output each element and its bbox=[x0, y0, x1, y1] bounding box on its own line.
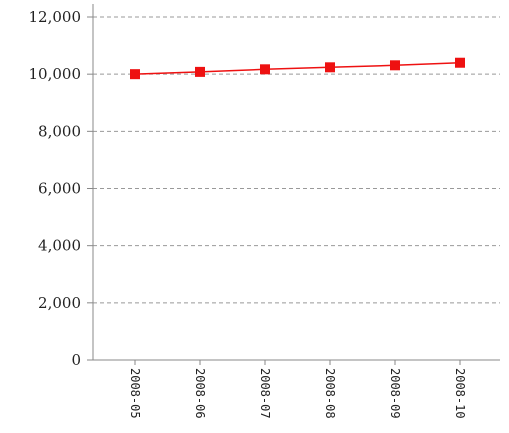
axes bbox=[87, 4, 500, 365]
data-point bbox=[390, 60, 400, 71]
y-tick-label: 6,000 bbox=[38, 180, 81, 198]
x-tick-label: 2008-08 bbox=[323, 368, 337, 419]
x-axis-tick-labels: 2008-05 2008-06 2008-07 2008-08 2008-09 2008-… bbox=[128, 368, 467, 419]
series-line bbox=[134, 61, 461, 75]
x-tick-label: 2008-05 bbox=[128, 368, 142, 419]
data-point bbox=[260, 64, 270, 75]
y-tick-label: 0 bbox=[71, 351, 81, 369]
y-tick-label: 4,000 bbox=[38, 237, 81, 255]
gridlines bbox=[93, 16, 500, 304]
y-tick-label: 10,000 bbox=[29, 65, 82, 83]
x-tick-label: 2008-09 bbox=[388, 368, 402, 419]
y-tick-label: 12,000 bbox=[29, 8, 82, 26]
data-point bbox=[130, 69, 140, 80]
data-point bbox=[455, 57, 465, 68]
x-tick-label: 2008-06 bbox=[193, 368, 207, 419]
y-tick-label: 2,000 bbox=[38, 294, 81, 312]
data-point bbox=[325, 62, 335, 73]
y-axis-tick-labels: 0 2,000 4,000 6,000 8,000 10,000 12,000 bbox=[29, 8, 82, 369]
x-tick-label: 2008-10 bbox=[453, 368, 467, 419]
y-tick-label: 8,000 bbox=[38, 122, 81, 140]
data-point bbox=[195, 66, 205, 77]
x-tick-label: 2008-07 bbox=[258, 368, 272, 419]
data-series bbox=[130, 57, 465, 80]
